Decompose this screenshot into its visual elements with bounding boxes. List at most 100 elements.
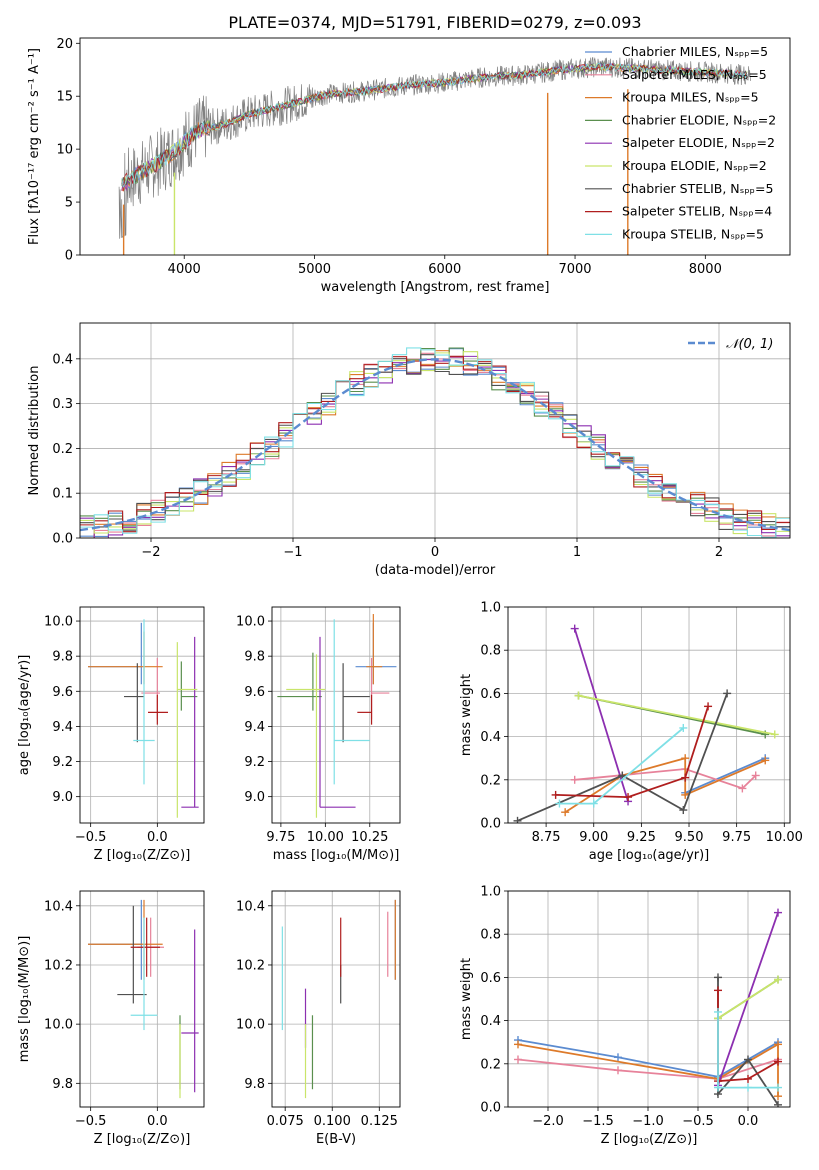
- y-tick-label: 9.2: [52, 755, 73, 770]
- y-tick-label: 9.4: [244, 720, 265, 735]
- y-tick-label: 10.4: [44, 899, 73, 914]
- errorbar-point-salpeter-stelib: [357, 694, 373, 725]
- y-tick-label: 5: [65, 196, 73, 211]
- errorbar-point-salpeter-elodie: [181, 929, 199, 1093]
- data-point-marker: [774, 1083, 782, 1092]
- legend-item-label: Chabrier MILES, Nₛₚₚ=5: [622, 44, 768, 59]
- data-point-marker: [774, 1040, 782, 1049]
- ticks: 0.075 0.100 0.125 9.8 10.0 10.2 10.4: [236, 899, 398, 1129]
- normal-reference-curve: [80, 358, 790, 532]
- grid: [80, 891, 204, 1107]
- x-tick-label: 5000: [298, 262, 331, 277]
- data-point-marker: [574, 691, 583, 700]
- x-axis-label: mass [log₁₀(M/M⊙)]: [273, 848, 400, 863]
- y-tick-label: 9.6: [52, 685, 73, 700]
- y-axis-label: Normed distribution: [27, 366, 42, 496]
- data-point-marker: [761, 756, 770, 765]
- legend: 𝒩(0, 1): [688, 337, 773, 352]
- y-tick-label: 10.0: [236, 615, 265, 630]
- legend-item-label: Salpeter ELODIE, Nₛₚₚ=2: [622, 135, 775, 150]
- x-tick-label: −2.0: [532, 1114, 564, 1129]
- data-point-marker: [744, 1055, 752, 1064]
- chart-panel-spectrum: 4000 5000 6000 7000 8000 0 5 10 15 20 wavelength […: [27, 37, 791, 295]
- x-axis-label: E(B-V): [316, 1132, 356, 1147]
- errorbar-point-chabrier-stelib: [342, 663, 370, 743]
- x-tick-label: 9.00: [579, 830, 608, 845]
- data-point-marker: [714, 973, 722, 982]
- legend: Chabrier MILES, Nₛₚₚ=5 Salpeter MILES, Nₛ…: [585, 44, 776, 241]
- x-tick-label: 8000: [689, 262, 722, 277]
- data-point-marker: [774, 1100, 782, 1107]
- data-point-marker: [570, 775, 579, 784]
- y-tick-label: 0.2: [480, 773, 501, 788]
- data-point-marker: [714, 986, 722, 995]
- y-tick-label: 10.0: [236, 1018, 265, 1033]
- errorbar-point-chabrier-elodie: [277, 652, 322, 711]
- y-tick-label: 0.2: [480, 1057, 501, 1072]
- plot-area: [88, 899, 199, 1099]
- x-tick-label: −0.5: [75, 830, 107, 845]
- data-point-marker: [514, 1055, 522, 1064]
- errorbar-point-chabrier-miles: [355, 622, 397, 685]
- x-tick-label: 0: [431, 545, 439, 560]
- y-tick-label: 9.4: [52, 720, 73, 735]
- axes-frame: [79, 890, 205, 1108]
- x-axis-label: Z [log₁₀(Z/Z⊙)]: [601, 1132, 698, 1147]
- errorbar-point-salpeter-elodie: [319, 636, 356, 808]
- x-tick-label: −2: [141, 545, 160, 560]
- x-tick-label: 9.25: [627, 830, 656, 845]
- x-tick-label: −0.5: [75, 1114, 107, 1129]
- errorbar-point-salpeter-elodie: [181, 636, 199, 808]
- y-tick-label: 0.6: [480, 687, 501, 702]
- ticks: 4000 5000 6000 7000 8000 0 5 10 15 20: [56, 37, 721, 277]
- legend-item-label: Chabrier ELODIE, Nₛₚₚ=2: [622, 112, 776, 127]
- data-point-marker: [681, 754, 690, 763]
- errorbar-point-kroupa-miles: [88, 899, 163, 980]
- y-tick-label: 0: [65, 249, 73, 264]
- data-point-marker: [774, 908, 782, 917]
- errorbar-point-kroupa-miles: [88, 631, 163, 685]
- data-point-marker: [714, 1007, 722, 1016]
- y-axis-label: mass [log₁₀(M/M⊙)]: [17, 936, 32, 1063]
- data-point-marker: [618, 771, 627, 780]
- grid: [272, 891, 400, 1107]
- axes-frame: [79, 322, 791, 539]
- ticks: −0.5 0.0 9.8 10.0 10.2 10.4: [44, 899, 168, 1129]
- series-line-chabrier-stelib: [517, 693, 728, 822]
- series-line-salpeter-miles: [517, 1058, 779, 1080]
- data-point-marker: [570, 624, 579, 633]
- chart-panel-mass_weight_vs_age: 8.75 9.00 9.25 9.50 9.75 10.00 0.0 0.2 0.4 0.6 0.8…: [459, 601, 803, 864]
- x-axis-label: (data-model)/error: [375, 563, 496, 578]
- plot-area: [80, 347, 790, 538]
- y-tick-label: 0.4: [480, 730, 501, 745]
- y-tick-label: 9.0: [244, 790, 265, 805]
- axes-frame: [507, 890, 791, 1108]
- axes-frame: [271, 890, 401, 1108]
- data-point-marker: [714, 1083, 722, 1092]
- errorbar-point-kroupa-miles: [366, 614, 383, 685]
- histogram-kroupa-stelib: [80, 347, 790, 538]
- data-point-marker: [704, 702, 713, 711]
- y-tick-label: 10.2: [236, 958, 265, 973]
- y-tick-label: 0.0: [480, 817, 501, 832]
- series-line-kroupa-stelib: [717, 1012, 778, 1089]
- x-axis-label: wavelength [Angstrom, rest frame]: [321, 280, 550, 295]
- errorbar-point-chabrier-stelib: [124, 663, 144, 743]
- data-point-marker: [561, 808, 570, 817]
- y-axis-label: age [log₁₀(age/yr)]: [17, 655, 32, 776]
- x-tick-label: 2: [715, 545, 723, 560]
- ticks: −2.0 −1.5 −1.0 −0.5 0.0 0.0 0.2 0.4 0.6 0.8 1.0: [480, 885, 758, 1130]
- errorbar-point-kroupa-stelib: [333, 619, 370, 785]
- series-line-salpeter-stelib: [555, 706, 709, 799]
- grid: [80, 607, 204, 823]
- y-tick-label: 9.6: [244, 685, 265, 700]
- errorbar-point-kroupa-elodie: [286, 654, 326, 818]
- y-tick-label: 1.0: [480, 601, 501, 616]
- plot-area: [281, 899, 396, 1099]
- ticks: −0.5 0.0 9.0 9.2 9.4 9.6 9.8 10.0: [44, 615, 168, 845]
- y-tick-label: 0.0: [480, 1101, 501, 1116]
- x-tick-label: 9.75: [266, 830, 295, 845]
- data-point-marker: [738, 784, 747, 793]
- errorbar-point-kroupa-stelib: [130, 917, 158, 1031]
- data-point-marker: [589, 799, 598, 808]
